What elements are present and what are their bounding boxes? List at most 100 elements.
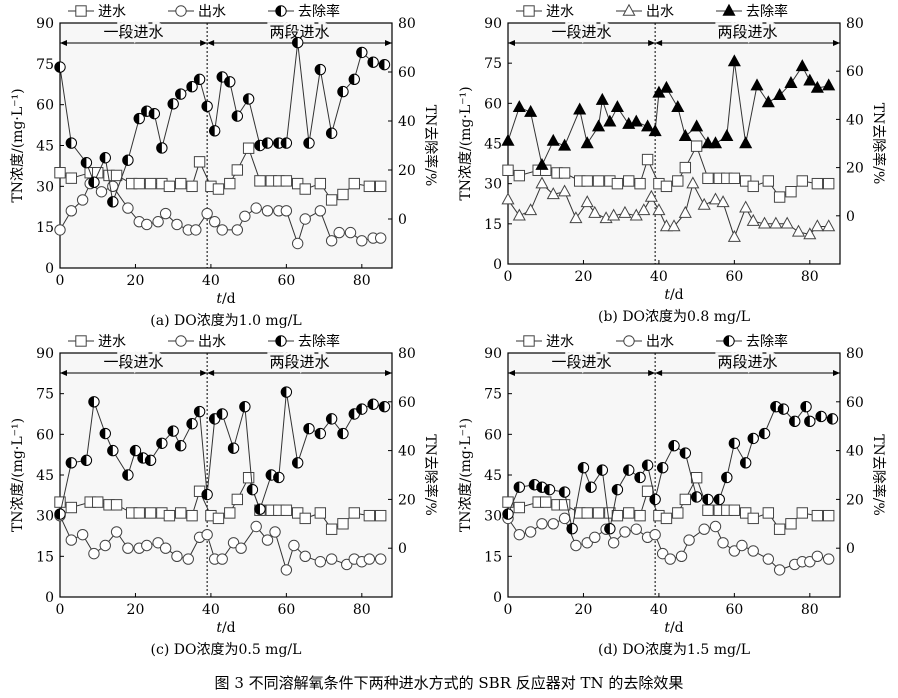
data-point <box>325 553 338 565</box>
data-point <box>502 508 514 520</box>
left-tick-label: 0 <box>493 257 502 273</box>
data-point <box>299 213 311 225</box>
data-point <box>536 518 548 530</box>
data-point <box>163 509 176 522</box>
data-point <box>758 427 771 440</box>
data-point <box>580 195 594 208</box>
data-point <box>513 528 526 541</box>
data-point <box>815 410 827 423</box>
series-half <box>54 36 391 208</box>
data-point <box>250 520 262 533</box>
data-point <box>720 129 734 141</box>
data-point <box>679 493 692 506</box>
data-point <box>374 180 387 193</box>
data-point <box>826 413 839 425</box>
left-tick-label: 30 <box>484 509 502 525</box>
data-point <box>513 169 526 182</box>
data-point <box>348 73 360 86</box>
data-point <box>156 142 168 154</box>
data-point <box>144 507 157 519</box>
data-point <box>595 92 609 105</box>
data-point <box>80 454 93 467</box>
arrow-head <box>60 370 67 376</box>
y-axis-label-right: TN去除率/% <box>870 434 887 516</box>
data-point <box>634 177 646 190</box>
data-point <box>107 196 119 208</box>
data-point <box>175 440 187 452</box>
data-point <box>280 205 293 217</box>
data-point <box>535 157 549 170</box>
data-point <box>92 167 104 179</box>
x-tick-label: 80 <box>801 602 819 618</box>
data-point <box>641 485 654 497</box>
data-point <box>356 46 368 59</box>
data-point <box>641 459 654 471</box>
data-point <box>780 216 794 229</box>
data-point <box>54 508 66 520</box>
data-point <box>683 534 695 546</box>
data-point <box>589 531 601 544</box>
left-tick-label: 30 <box>36 179 54 195</box>
data-point <box>513 481 526 493</box>
left-tick-label: 45 <box>484 468 502 484</box>
data-point <box>524 104 538 117</box>
data-point <box>254 139 266 152</box>
data-point <box>356 235 368 247</box>
data-point <box>299 550 311 563</box>
arrow-head <box>207 40 215 46</box>
data-point <box>280 137 293 149</box>
data-point <box>107 444 119 457</box>
legend-label: 出水 <box>646 334 674 350</box>
data-point <box>224 507 236 519</box>
data-point <box>736 539 748 552</box>
arrow-head <box>385 370 392 376</box>
data-point <box>291 457 304 469</box>
left-tick-label: 0 <box>45 261 54 277</box>
data-point <box>603 114 617 127</box>
x-axis-label: t/d <box>664 287 683 303</box>
data-point <box>592 119 606 132</box>
legend: 进水 出水 去除率 <box>516 3 788 20</box>
data-point <box>678 205 692 218</box>
left-tick-label: 60 <box>484 427 502 443</box>
data-point <box>758 216 772 229</box>
subplot-caption: (d) DO浓度为1.5 mg/L <box>598 642 750 658</box>
legend-marker <box>722 3 736 16</box>
data-point <box>747 512 759 525</box>
data-point <box>728 172 741 185</box>
right-tick-label: 60 <box>398 395 416 411</box>
data-point <box>261 137 274 149</box>
data-point <box>558 138 572 151</box>
series-triangle <box>501 176 836 242</box>
data-point <box>702 504 714 516</box>
data-point <box>762 507 775 519</box>
data-point <box>216 408 228 420</box>
data-point <box>378 58 391 71</box>
data-point <box>92 496 104 508</box>
legend-label: 进水 <box>546 334 574 350</box>
left-tick-label: 30 <box>36 509 54 525</box>
left-tick-label: 90 <box>36 16 54 32</box>
data-point <box>717 537 729 549</box>
figure-caption: 图 3 不同溶解氧条件下两种进水方式的 SBR 反应器对 TN 的去除效果 <box>214 674 684 692</box>
data-point <box>159 542 172 554</box>
arrow-head <box>385 40 392 46</box>
data-point <box>659 80 673 93</box>
data-point <box>569 211 583 224</box>
data-point <box>273 471 285 484</box>
x-tick-label: 40 <box>650 269 668 285</box>
data-point <box>623 175 635 187</box>
data-point <box>501 192 515 205</box>
data-point <box>623 464 635 476</box>
data-point <box>231 164 244 176</box>
data-point <box>224 76 236 88</box>
data-point <box>133 177 145 190</box>
legend-marker <box>75 335 87 347</box>
data-point <box>65 501 78 514</box>
data-point <box>186 81 198 93</box>
right-tick-label: 20 <box>398 163 416 179</box>
data-point <box>122 469 134 481</box>
data-point <box>573 102 587 115</box>
data-point <box>291 237 304 250</box>
series-square <box>54 472 387 535</box>
